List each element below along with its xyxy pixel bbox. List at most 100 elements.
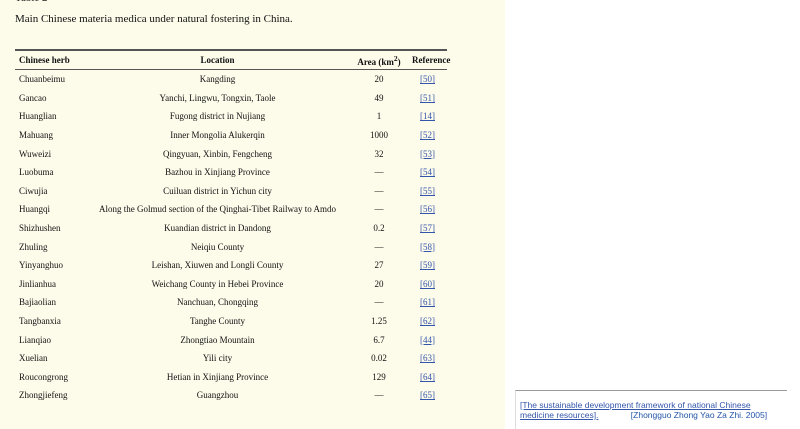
superscript: 2 <box>393 53 398 63</box>
table-cell: [60] <box>408 275 447 294</box>
table-row: Gancao Yanchi, Lingwu, Tongxin, Taole 49 [5… <box>15 89 447 108</box>
reference-link[interactable]: [63] <box>420 353 435 364</box>
reference-link[interactable]: [52] <box>420 130 435 141</box>
table-row: Roucongrong Hetian in Xinjiang Province 12… <box>15 368 447 387</box>
header-cell: Reference <box>408 49 450 70</box>
table-cell: Along the Golmud section of the Qinghai-… <box>99 204 336 215</box>
table-cell: Wuweizi <box>19 148 52 159</box>
table-row: Zhongjiefeng Guangzhou — [65] <box>15 386 447 405</box>
table-cell: [62] <box>408 312 447 331</box>
table-cell: Yanchi, Lingwu, Tongxin, Taole <box>159 92 276 103</box>
reference-link[interactable]: [59] <box>420 260 435 271</box>
table-cell: — <box>374 297 384 308</box>
table-cell: Mahuang <box>19 130 53 141</box>
table-cell: — <box>374 241 384 252</box>
table-cell: 1 <box>376 111 382 122</box>
header-cell: Area (km2) <box>350 49 408 70</box>
reference-link[interactable]: [56] <box>420 204 435 215</box>
table-cell: Zhongjiefeng <box>19 390 68 401</box>
reference-link[interactable]: [58] <box>420 241 435 252</box>
reference-link[interactable]: [54] <box>420 167 435 178</box>
reference-link[interactable]: [65] <box>420 390 435 401</box>
reference-link[interactable]: [60] <box>420 278 435 289</box>
table-cell: Neiqiu County <box>190 241 245 252</box>
table-body: Chuanbeimu Kangding 20 [50] Gancao Yanchi, Li… <box>15 70 447 405</box>
reference-link[interactable]: [61] <box>420 297 435 308</box>
table-cell: [58] <box>408 237 447 256</box>
table-cell: Chuanbeimu <box>19 74 65 85</box>
reference-link[interactable]: [55] <box>420 185 435 196</box>
table-cell: Yinyanghuo <box>19 260 63 271</box>
table-cell: [50] <box>408 70 447 89</box>
table-cell: Nanchuan, Chongqing <box>177 297 258 308</box>
table-cell: [53] <box>408 144 447 163</box>
table-cell: Xuelian <box>19 353 48 364</box>
table-cell: Shizhushen <box>19 223 61 234</box>
table-cell: Bajiaolian <box>19 297 56 308</box>
table-cell: 129 <box>372 371 386 382</box>
table-cell: Huangqi <box>19 204 50 215</box>
table-row: Tangbanxia Tanghe County 1.25 [62] <box>15 312 447 331</box>
table-cell: Ciwujia <box>19 185 48 196</box>
table-cell: 1000 <box>370 130 388 141</box>
table-row: Huangqi Along the Golmud section of the Q… <box>15 200 447 219</box>
table-cell: 0.02 <box>371 353 387 364</box>
reference-link[interactable]: [14] <box>420 111 435 122</box>
reference-link[interactable]: [51] <box>420 92 435 103</box>
data-table: Chinese herb Location Area (km2) Referen… <box>15 49 450 405</box>
table-cell: Qingyuan, Xinbin, Fengcheng <box>163 148 272 159</box>
table-cell: [14] <box>408 107 447 126</box>
table-cell: — <box>374 185 384 196</box>
table-row: Lianqiao Zhongtiao Mountain 6.7 [44] <box>15 330 447 349</box>
table-cell: Weichang County in Hebei Province <box>151 278 284 289</box>
table-cell: Gancao <box>19 92 47 103</box>
table-cell: 6.7 <box>373 334 385 345</box>
table-cell: Hetian in Xinjiang Province <box>166 371 269 382</box>
citation-source: [Zhongguo Zhong Yao Za Zhi. 2005] <box>630 410 768 420</box>
table-cell: [57] <box>408 219 447 238</box>
table-row: Jinlianhua Weichang County in Hebei Provi… <box>15 275 447 294</box>
table-cell: Fugong district in Nujiang <box>169 111 266 122</box>
table-row: Bajiaolian Nanchuan, Chongqing — [61] <box>15 293 447 312</box>
table-cell: Zhuling <box>19 241 48 252</box>
table-row: Wuweizi Qingyuan, Xinbin, Fengcheng 32 [53] <box>15 144 447 163</box>
table-cell: [55] <box>408 182 447 201</box>
reference-link[interactable]: [62] <box>420 316 435 327</box>
table-row: Yinyanghuo Leishan, Xiuwen and Longli Cou… <box>15 256 447 275</box>
header-text: Area (km <box>357 56 394 67</box>
reference-link[interactable]: [44] <box>420 334 435 345</box>
table-cell: Huanglian <box>19 111 57 122</box>
table-cell: Inner Mongolia Alukerqin <box>170 130 265 141</box>
reference-link[interactable]: [64] <box>420 371 435 382</box>
table-cell: 49 <box>374 92 384 103</box>
table-panel: Table 2 Main Chinese materia medica unde… <box>0 0 505 429</box>
table-cell: [56] <box>408 200 447 219</box>
table-row: Xuelian Yili city 0.02 [63] <box>15 349 447 368</box>
table-cell: [54] <box>408 163 447 182</box>
citation-title[interactable]: [The sustainable development framework o… <box>520 400 751 420</box>
table-cell: — <box>374 204 384 215</box>
table-cell: [63] <box>408 349 447 368</box>
table-row: Mahuang Inner Mongolia Alukerqin 1000 [52] <box>15 126 447 145</box>
table-cell: — <box>374 167 384 178</box>
table-cell: [61] <box>408 293 447 312</box>
table-row: Chuanbeimu Kangding 20 [50] <box>15 70 447 89</box>
table-cell: Kuandian district in Dandong <box>164 223 271 234</box>
table-cell: 27 <box>374 260 384 271</box>
table-row: Huanglian Fugong district in Nujiang 1 [14] <box>15 107 447 126</box>
table-cell: Tanghe County <box>189 316 246 327</box>
table-cell: [65] <box>408 386 447 405</box>
table-cell: Tangbanxia <box>19 316 61 327</box>
reference-link[interactable]: [53] <box>420 148 435 159</box>
table-cell: [44] <box>408 330 447 349</box>
header-row: Chinese herb Location Area (km2) Referen… <box>15 49 450 70</box>
table-cell: Kangding <box>199 74 236 85</box>
reference-link[interactable]: [50] <box>420 74 435 85</box>
table-cell: Luobuma <box>19 167 54 178</box>
table-row: Ciwujia Cuiluan district in Yichun city — [… <box>15 182 447 201</box>
table-cell: Zhongtiao Mountain <box>180 334 255 345</box>
table-cell: Leishan, Xiuwen and Longli County <box>151 260 284 271</box>
table-cell: Cuiluan district in Yichun city <box>163 185 272 196</box>
reference-link[interactable]: [57] <box>420 223 435 234</box>
